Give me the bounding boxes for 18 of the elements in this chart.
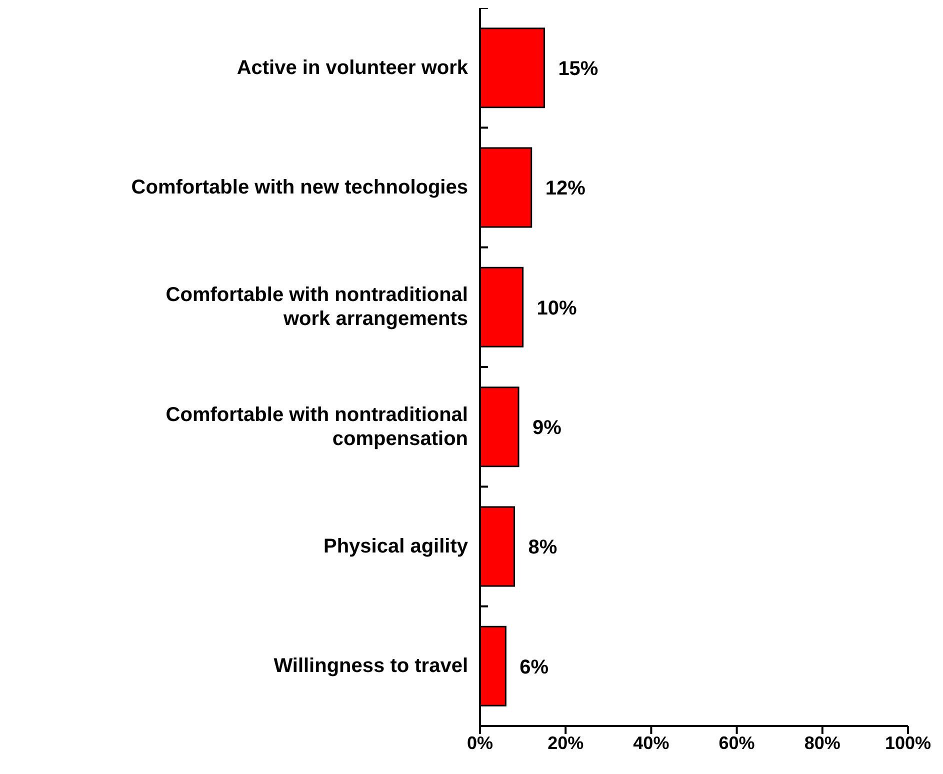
x-tick-label: 20% (548, 732, 584, 753)
y-tick-label: Willingness to travel (274, 655, 468, 678)
y-tick-label: Comfortable with new technologies (131, 176, 468, 198)
data-label: 15% (558, 58, 598, 80)
x-tick-label: 100% (884, 732, 932, 753)
data-label: 8% (528, 536, 558, 559)
y-tick-label: Physical agility (323, 536, 469, 558)
y-tick-label: Comfortable with nontraditional compensation (166, 404, 468, 450)
data-label: 9% (532, 416, 562, 439)
y-tick-label: Comfortable with nontraditional work arrangements (166, 284, 468, 330)
data-label: 6% (520, 656, 549, 678)
data-label: 12% (545, 178, 586, 200)
data-label: 10% (536, 297, 578, 320)
x-tick-label: 40% (633, 732, 670, 753)
x-tick-label: 60% (718, 732, 755, 753)
y-tick-label: Active in volunteer work (236, 56, 469, 79)
x-tick-label: 80% (804, 732, 840, 753)
x-tick-label: 0% (466, 732, 494, 753)
